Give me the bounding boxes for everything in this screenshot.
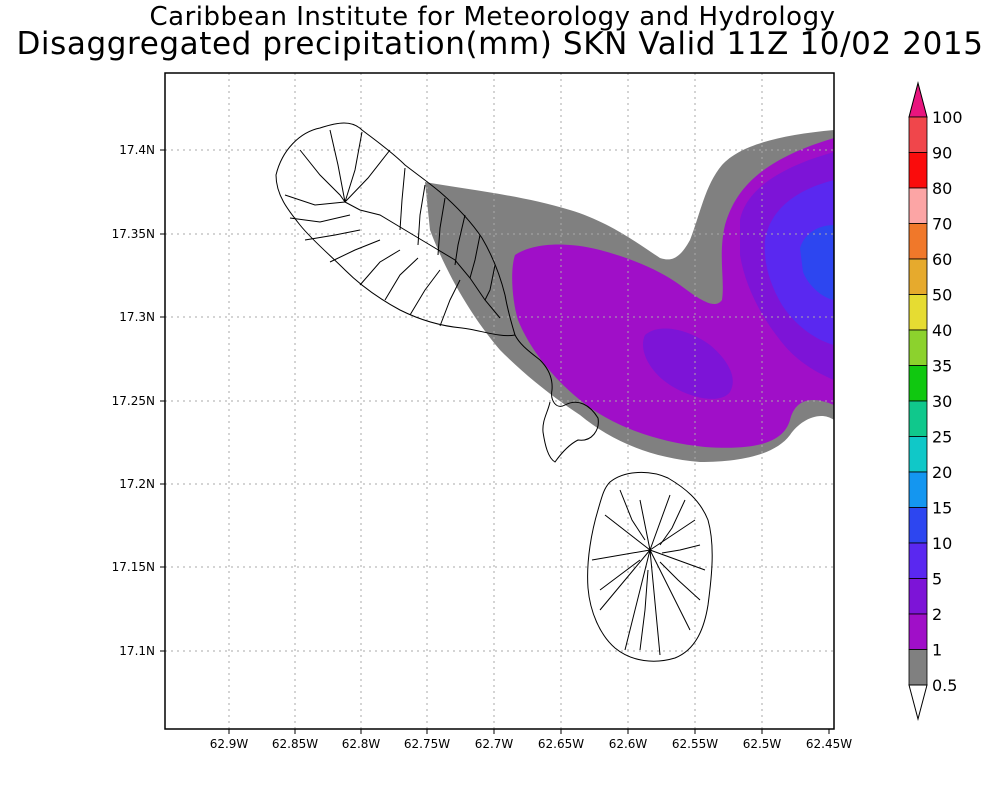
colorbar-swatch <box>908 258 928 295</box>
institute-title: Caribbean Institute for Meteorology and … <box>149 2 836 32</box>
y-axis <box>160 149 165 652</box>
precip-band-10mm <box>800 225 834 300</box>
colorbar-swatch <box>908 223 928 260</box>
y-tick-label: 17.3N <box>119 310 155 324</box>
x-tick-label: 62.85W <box>272 737 318 751</box>
colorbar-level-label: 80 <box>932 179 952 198</box>
x-tick-label: 62.6W <box>609 737 648 751</box>
colorbar-swatch <box>908 152 928 189</box>
x-tick-label: 62.9W <box>210 737 249 751</box>
colorbar: 100 90 80 70 60 50 40 35 30 25 20 15 10 5 2 1 0.5 <box>908 81 963 721</box>
colorbar-swatch <box>908 329 928 366</box>
colorbar-top-arrow <box>908 81 928 118</box>
y-tick-label: 17.1N <box>119 644 155 658</box>
colorbar-level-label: 0.5 <box>932 676 957 695</box>
x-tick-label: 62.7W <box>475 737 514 751</box>
colorbar-level-label: 15 <box>932 499 952 518</box>
y-tick-label: 17.4N <box>119 143 155 157</box>
colorbar-swatch <box>908 613 928 650</box>
gridlines <box>165 73 834 729</box>
colorbar-swatch <box>908 436 928 473</box>
colorbar-swatch <box>908 116 928 153</box>
y-tick-label: 17.25N <box>112 394 155 408</box>
y-tick-label: 17.35N <box>112 227 155 241</box>
colorbar-swatch <box>908 542 928 579</box>
st-kitts-island <box>275 122 599 463</box>
x-tick-label: 62.65W <box>538 737 584 751</box>
colorbar-level-label: 30 <box>932 392 952 411</box>
colorbar-level-label: 60 <box>932 250 952 269</box>
colorbar-swatch <box>908 365 928 402</box>
x-tick-label: 62.5W <box>743 737 782 751</box>
precip-band-5mm <box>764 180 834 345</box>
colorbar-bottom-arrow <box>908 684 928 721</box>
nevis-island <box>587 472 713 662</box>
colorbar-level-label: 1 <box>932 641 942 660</box>
colorbar-level-label: 5 <box>932 570 942 589</box>
colorbar-level-label: 70 <box>932 215 952 234</box>
colorbar-swatch <box>908 649 928 686</box>
colorbar-swatch <box>908 471 928 508</box>
colorbar-swatch <box>908 187 928 224</box>
x-axis <box>228 729 830 734</box>
map-title: Disaggregated precipitation(mm) SKN Vali… <box>16 26 984 62</box>
x-tick-label: 62.8W <box>342 737 381 751</box>
colorbar-level-label: 100 <box>932 108 963 127</box>
y-tick-label: 17.2N <box>119 477 155 491</box>
colorbar-level-label: 20 <box>932 463 952 482</box>
colorbar-swatch <box>908 578 928 615</box>
colorbar-swatch <box>908 400 928 437</box>
colorbar-swatch <box>908 294 928 331</box>
colorbar-level-label: 50 <box>932 286 952 305</box>
colorbar-level-label: 35 <box>932 357 952 376</box>
colorbar-level-label: 25 <box>932 428 952 447</box>
x-tick-label: 62.45W <box>806 737 852 751</box>
precip-field <box>425 130 834 462</box>
colorbar-swatch <box>908 507 928 544</box>
x-tick-label: 62.75W <box>404 737 450 751</box>
colorbar-level-label: 2 <box>932 605 942 624</box>
y-tick-label: 17.15N <box>112 560 155 574</box>
colorbar-level-label: 90 <box>932 144 952 163</box>
x-tick-label: 62.55W <box>672 737 718 751</box>
colorbar-level-label: 10 <box>932 534 952 553</box>
colorbar-level-label: 40 <box>932 321 952 340</box>
